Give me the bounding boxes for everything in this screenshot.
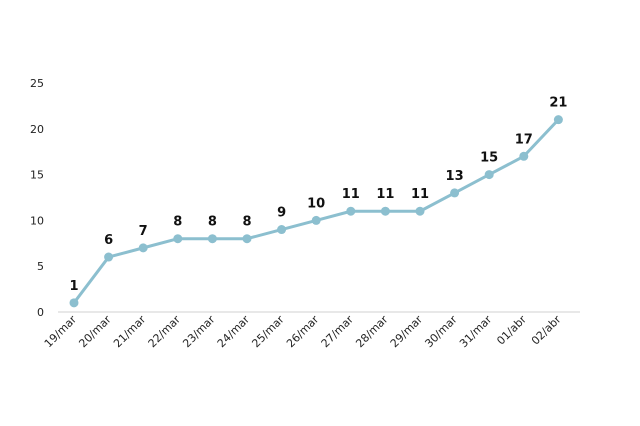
y-tick-label: 25 bbox=[30, 77, 44, 90]
data-label-group: 1 6 7 8 8 8 9 10 11 11 11 13 15 17 21 bbox=[69, 96, 567, 294]
data-label: 8 bbox=[208, 215, 217, 230]
data-label: 9 bbox=[277, 206, 286, 221]
data-point bbox=[311, 215, 321, 225]
x-tick-label: 27/mar bbox=[319, 313, 357, 351]
data-point bbox=[242, 234, 252, 244]
data-point bbox=[380, 206, 390, 216]
data-label: 21 bbox=[549, 96, 567, 111]
y-tick-label: 5 bbox=[37, 260, 44, 273]
data-point bbox=[519, 151, 529, 161]
x-tick-label: 24/mar bbox=[215, 313, 253, 351]
data-point bbox=[207, 234, 217, 244]
data-point bbox=[553, 115, 563, 125]
y-axis: 0 5 10 15 20 25 bbox=[30, 77, 44, 319]
data-label: 11 bbox=[376, 187, 394, 202]
data-label: 6 bbox=[104, 233, 113, 248]
y-tick-label: 10 bbox=[30, 214, 44, 227]
y-tick-label: 20 bbox=[30, 123, 44, 136]
data-label: 8 bbox=[242, 215, 251, 230]
x-axis: 19/mar20/mar21/mar22/mar23/mar24/mar25/m… bbox=[42, 313, 564, 351]
data-label: 15 bbox=[480, 151, 498, 166]
x-tick-label: 22/mar bbox=[146, 313, 184, 351]
series-line-group bbox=[69, 115, 563, 308]
data-label: 7 bbox=[139, 224, 148, 239]
x-tick-label: 23/mar bbox=[180, 313, 218, 351]
x-tick-label: 31/mar bbox=[457, 313, 495, 351]
data-point bbox=[277, 225, 287, 235]
x-tick-label: 19/mar bbox=[42, 313, 80, 351]
x-tick-label: 26/mar bbox=[284, 313, 322, 351]
x-tick-label: 29/mar bbox=[388, 313, 426, 351]
x-tick-label: 21/mar bbox=[111, 313, 149, 351]
data-label: 1 bbox=[69, 279, 78, 294]
data-point bbox=[104, 252, 114, 262]
y-tick-label: 0 bbox=[37, 306, 44, 319]
data-label: 17 bbox=[515, 132, 533, 147]
x-tick-label: 30/mar bbox=[422, 313, 460, 351]
data-point bbox=[346, 206, 356, 216]
data-label: 11 bbox=[411, 187, 429, 202]
data-label: 10 bbox=[307, 196, 325, 211]
data-label: 11 bbox=[342, 187, 360, 202]
data-point bbox=[69, 298, 79, 308]
data-point bbox=[173, 234, 183, 244]
y-tick-label: 15 bbox=[30, 169, 44, 182]
data-point bbox=[450, 188, 460, 198]
data-point bbox=[484, 170, 494, 180]
x-tick-label: 20/mar bbox=[76, 313, 114, 351]
data-point bbox=[138, 243, 148, 253]
data-label: 13 bbox=[446, 169, 464, 184]
x-tick-label: 28/mar bbox=[353, 313, 391, 351]
x-tick-label: 01/abr bbox=[494, 313, 529, 348]
x-tick-label: 02/abr bbox=[529, 313, 564, 348]
data-point bbox=[415, 206, 425, 216]
data-label: 8 bbox=[173, 215, 182, 230]
x-tick-label: 25/mar bbox=[249, 313, 287, 351]
